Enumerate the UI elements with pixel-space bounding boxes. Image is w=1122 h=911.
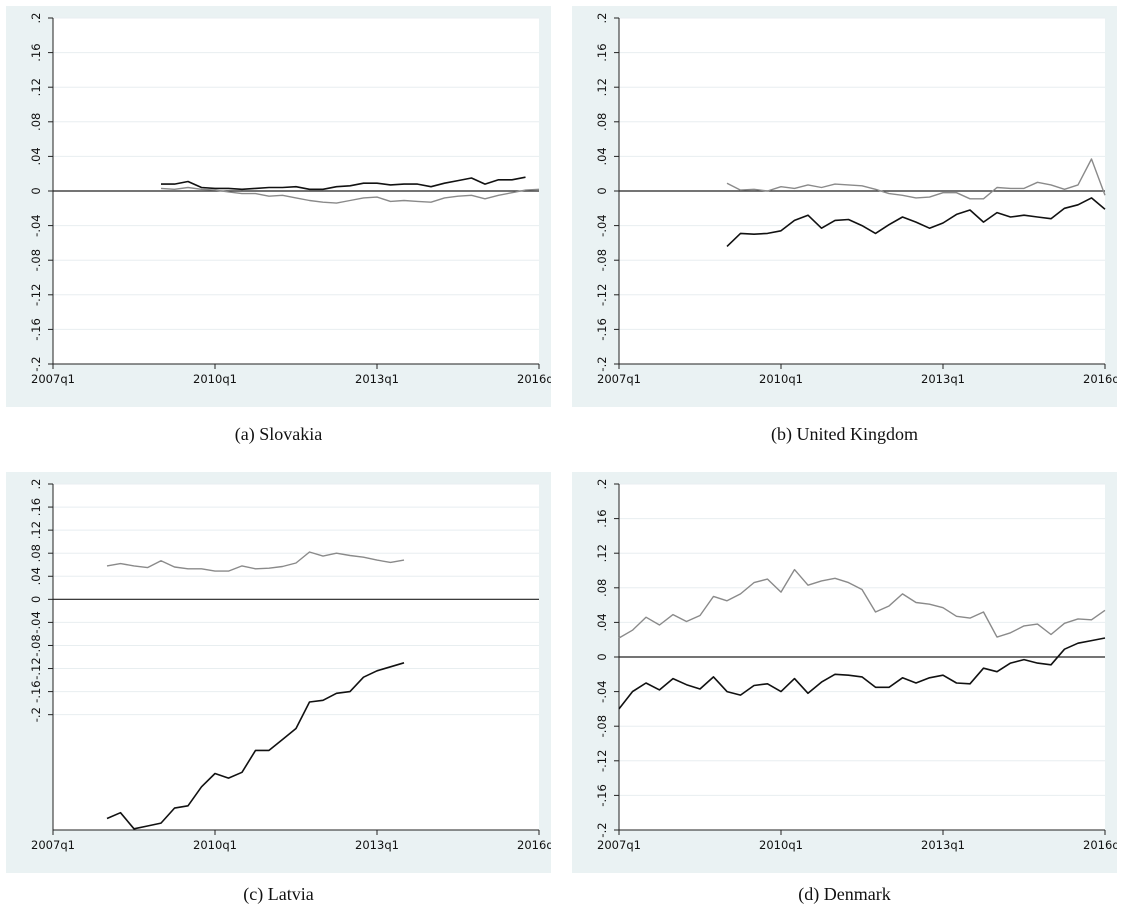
chart-d-series-2-line xyxy=(618,568,1106,639)
chart-b-x-tick-label: 2013q1 xyxy=(921,372,965,386)
chart-d-y-tick-label: .2 xyxy=(595,479,609,490)
chart-c-y-tick-label: .16 xyxy=(29,498,43,516)
chart-a-x-tick-label: 2010q1 xyxy=(193,372,237,386)
chart-c-y-tick-label: .08 xyxy=(29,544,43,562)
chart-d-series-1-line xyxy=(618,637,1106,710)
chart-b-series-2-line xyxy=(726,158,1106,200)
chart-c-x-tick-label: 2013q1 xyxy=(355,838,399,852)
chart-c-series-2-line xyxy=(106,551,405,572)
chart-b-y-tick-label: -.12 xyxy=(595,284,609,306)
chart-b-y-tick-label: -.16 xyxy=(595,318,609,340)
chart-c-y-tick-label: .04 xyxy=(29,567,43,585)
chart-a: -.2 -.16 -.12 -.08 -.04 0 .04 .08 .12 .16 .2 2007q1… xyxy=(6,6,551,407)
chart-c-y-tick-label: .12 xyxy=(29,521,43,539)
chart-d-x-tick-label: 2013q1 xyxy=(921,838,965,852)
chart-d-y-tick-label: .12 xyxy=(595,544,609,562)
chart-b-x-tick-label: 2010q1 xyxy=(759,372,803,386)
chart-c-y-tick-label: -.2 xyxy=(29,707,43,722)
chart-a-y-tick-label: .2 xyxy=(29,13,43,24)
chart-c-y-tick-label: -.16 xyxy=(29,680,43,702)
chart-b-y-tick-label: -.2 xyxy=(595,356,609,371)
chart-b-y-tick-label: -.04 xyxy=(595,214,609,236)
chart-c-y-tick-label: 0 xyxy=(29,596,43,603)
chart-b-y-tick-label: 0 xyxy=(595,187,609,194)
caption-d: (d) Denmark xyxy=(798,884,891,904)
chart-d-x-tick-label: 2007q1 xyxy=(597,838,641,852)
chart-c-x-tick-label: 2007q1 xyxy=(31,838,75,852)
chart-c-x-tick-label: 2010q1 xyxy=(193,838,237,852)
chart-a-series-1-line xyxy=(161,176,526,191)
chart-d-y-tick-label: .16 xyxy=(595,509,609,527)
chart-c-series-1-line xyxy=(106,662,405,830)
chart-c-y-tick-label: -.12 xyxy=(29,657,43,679)
chart-d-x-tick-label: 2016q1 xyxy=(1083,838,1117,852)
chart-d-y-tick-label: -.16 xyxy=(595,784,609,806)
chart-c-y-tick-label: -.08 xyxy=(29,634,43,656)
chart-a-y-tick-label: -.2 xyxy=(29,356,43,371)
chart-b-series-1-line xyxy=(726,197,1106,247)
chart-a-y-tick-label: -.08 xyxy=(29,249,43,271)
chart-d: -.2 -.16 -.12 -.08 -.04 0 .04 .08 .12 .16 .2 2007q1… xyxy=(572,472,1117,873)
chart-b-x-tick-label: 2016q1 xyxy=(1083,372,1117,386)
chart-b: -.2 -.16 -.12 -.08 -.04 0 .04 .08 .12 .16 .2 2007q1… xyxy=(572,6,1117,407)
chart-a-y-tick-label: 0 xyxy=(29,187,43,194)
panel-a: -.2 -.16 -.12 -.08 -.04 0 .04 .08 .12 .16 .2 2007q1… xyxy=(6,6,551,407)
chart-b-y-tick-label: .16 xyxy=(595,43,609,61)
chart-a-series-2-line xyxy=(160,186,540,204)
chart-b-y-tick-label: -.08 xyxy=(595,249,609,271)
chart-d-x-tick-label: 2010q1 xyxy=(759,838,803,852)
chart-c-plot-area xyxy=(53,484,539,830)
chart-a-y-tick-label: .16 xyxy=(29,43,43,61)
chart-a-y-tick-label: .08 xyxy=(29,113,43,131)
chart-b-x-tick-label: 2007q1 xyxy=(597,372,641,386)
caption-a: (a) Slovakia xyxy=(234,424,323,444)
chart-a-y-tick-label: .04 xyxy=(29,147,43,165)
chart-d-y-tick-label: 0 xyxy=(595,653,609,660)
panel-d: -.2 -.16 -.12 -.08 -.04 0 .04 .08 .12 .16 .2 2007q1… xyxy=(572,472,1117,873)
caption-c: (c) Latvia xyxy=(243,884,314,904)
chart-b-y-tick-label: .12 xyxy=(595,78,609,96)
chart-a-x-tick-label: 2007q1 xyxy=(31,372,75,386)
chart-a-x-tick-label: 2016q1 xyxy=(517,372,551,386)
chart-d-y-tick-label: -.08 xyxy=(595,715,609,737)
chart-c: -.2 -.16-.12-.08-.04 0 .04 .08 .12 .16 .2 2007q1… xyxy=(6,472,551,873)
chart-b-y-tick-label: .2 xyxy=(595,13,609,24)
chart-b-y-tick-label: .08 xyxy=(595,113,609,131)
chart-a-y-tick-label: -.12 xyxy=(29,284,43,306)
chart-d-y-tick-label: -.04 xyxy=(595,680,609,702)
chart-b-y-tick-label: .04 xyxy=(595,147,609,165)
chart-c-y-tick-label: .2 xyxy=(29,479,43,490)
chart-a-y-tick-label: -.04 xyxy=(29,214,43,236)
panel-c: -.2 -.16 -.12 -.08 -.04 0 .04 .08 .12 .16 .2 2007q1… xyxy=(6,472,551,873)
chart-a-y-tick-label: -.16 xyxy=(29,318,43,340)
chart-c-x-tick-label: 2016q1 xyxy=(517,838,551,852)
caption-b: (b) United Kingdom xyxy=(771,424,918,444)
chart-d-y-tick-label: -.12 xyxy=(595,750,609,772)
chart-a-x-tick-label: 2013q1 xyxy=(355,372,399,386)
panel-b: -.2 -.16 -.12 -.08 -.04 0 .04 .08 .12 .16 .2 2007q1… xyxy=(572,6,1117,407)
chart-d-y-tick-label: .08 xyxy=(595,579,609,597)
chart-d-y-tick-label: -.2 xyxy=(595,822,609,837)
chart-a-y-tick-label: .12 xyxy=(29,78,43,96)
chart-c-y-tick-label: -.04 xyxy=(29,611,43,633)
chart-d-y-tick-label: .04 xyxy=(595,613,609,631)
